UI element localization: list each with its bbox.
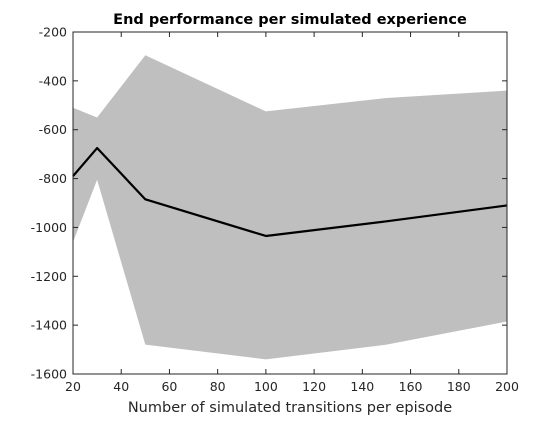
y-tick-label: -200 <box>39 25 67 40</box>
y-tick-label: -1600 <box>31 367 67 382</box>
axes: 20 40 60 80 100 120 140 160 180 200 -200 -400 -600 -8… <box>31 25 519 395</box>
x-tick-label: 200 <box>495 379 519 394</box>
x-tick-label: 20 <box>65 379 81 394</box>
x-tick-label: 80 <box>210 379 226 394</box>
y-tick-label: -1400 <box>31 318 67 333</box>
x-tick-label: 180 <box>447 379 471 394</box>
x-tick-label: 120 <box>302 379 326 394</box>
y-tick-label: -1000 <box>31 220 67 235</box>
y-tick-label: -800 <box>39 171 67 186</box>
plot-frame <box>72 31 508 375</box>
x-axis-label: Number of simulated transitions per epis… <box>128 400 452 416</box>
series-0-band <box>73 55 507 360</box>
y-tick-label: -1200 <box>31 269 67 284</box>
x-tick-label: 160 <box>399 379 423 394</box>
chart-title: End performance per simulated experience <box>113 12 467 28</box>
x-tick-label: 40 <box>113 379 129 394</box>
x-tick-label: 140 <box>350 379 374 394</box>
y-tick-label: -400 <box>39 73 67 88</box>
x-tick-label: 100 <box>254 379 278 394</box>
plot-area <box>72 55 508 360</box>
y-tick-label: -600 <box>39 122 67 137</box>
x-tick-label: 60 <box>161 379 177 394</box>
series-0-line <box>72 146 508 238</box>
